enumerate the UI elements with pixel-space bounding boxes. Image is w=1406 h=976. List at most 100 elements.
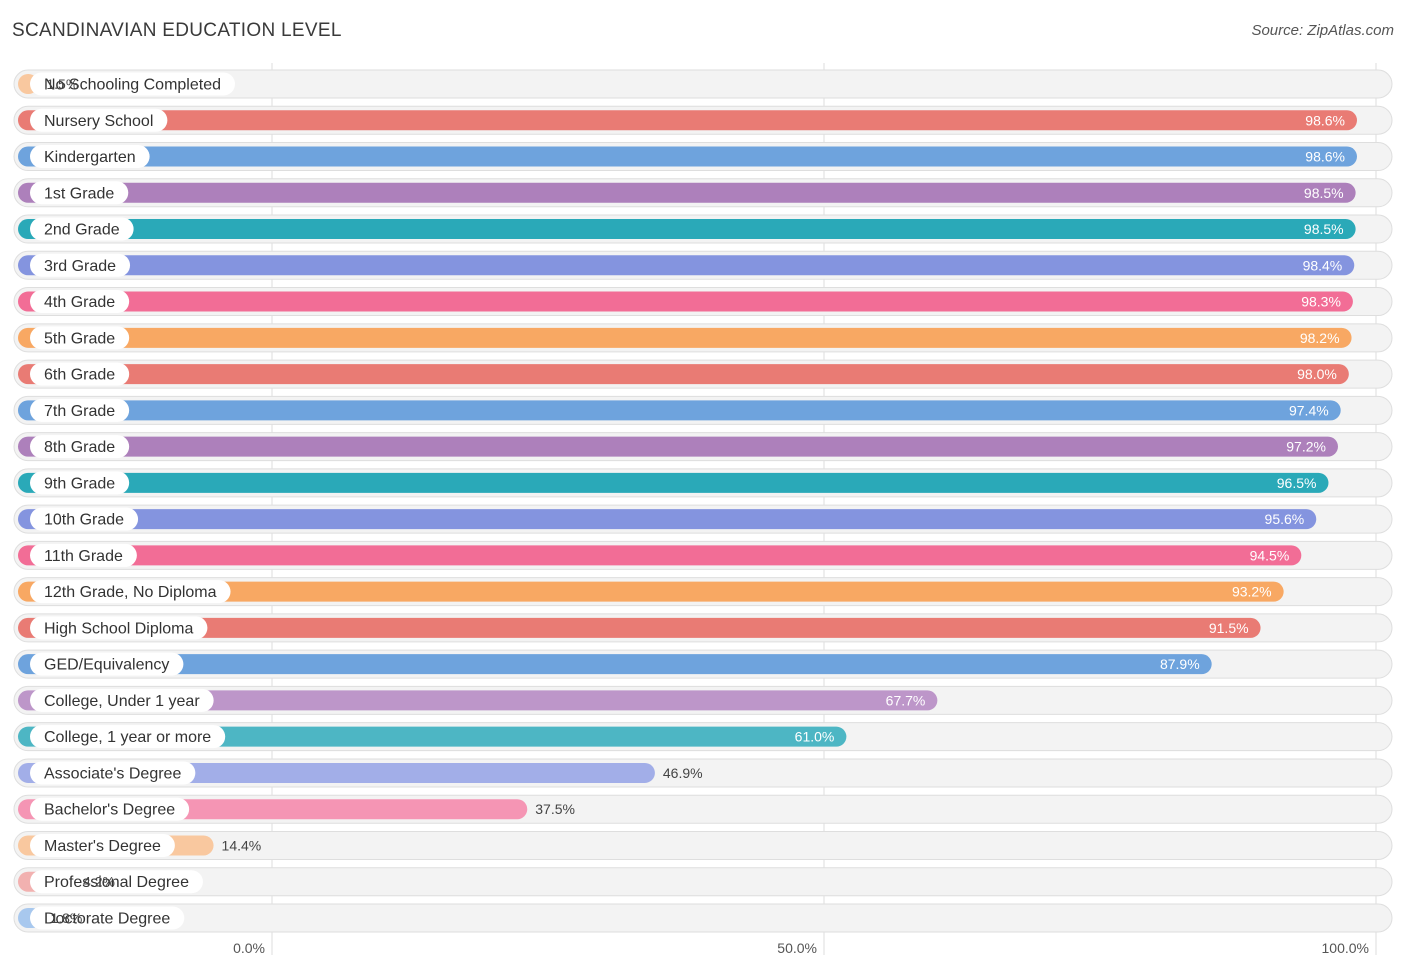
bar	[18, 617, 1261, 638]
category-label: 8th Grade	[44, 439, 115, 456]
category-label-pill	[30, 906, 185, 930]
bar	[18, 219, 1356, 240]
category-label: Doctorate Degree	[44, 910, 170, 927]
bar-track	[13, 830, 1393, 860]
category-label: Bachelor's Degree	[44, 802, 175, 819]
bar-row: 2nd Grade 98.5%	[13, 214, 1393, 244]
category-label-pill	[30, 181, 129, 205]
bar-row: Associate's Degree 46.9%	[13, 758, 1393, 788]
value-label: 91.5%	[1209, 620, 1249, 636]
category-label: Master's Degree	[44, 838, 161, 855]
value-label: 98.5%	[1304, 221, 1344, 237]
category-label: Professional Degree	[44, 874, 189, 891]
category-label-pill	[30, 543, 137, 567]
category-label-pill	[30, 362, 130, 386]
bar-row: 10th Grade 95.6%	[13, 504, 1393, 534]
category-label: High School Diploma	[44, 620, 194, 637]
category-label-pill	[30, 398, 130, 422]
bar	[18, 110, 1357, 131]
category-label-pill	[30, 870, 203, 894]
category-label: GED/Equivalency	[44, 657, 169, 674]
category-label: Kindergarten	[44, 149, 136, 166]
value-label: 97.4%	[1289, 402, 1329, 418]
bar	[18, 545, 1302, 566]
bar-row: 4th Grade 98.3%	[13, 287, 1393, 317]
category-label: 11th Grade	[44, 548, 123, 565]
bar-row: 11th Grade 94.5%	[13, 540, 1393, 570]
bar-row: 9th Grade 96.5%	[13, 468, 1393, 498]
bar	[18, 291, 1353, 312]
category-label-pill	[30, 326, 130, 350]
value-label: 94.5%	[1250, 547, 1290, 563]
category-label-pill	[30, 471, 130, 495]
category-label-pill	[30, 833, 175, 857]
category-label-pill	[30, 290, 130, 314]
bar	[18, 436, 1338, 457]
category-label: 3rd Grade	[44, 258, 116, 275]
category-label-pill	[30, 725, 226, 749]
category-label: 2nd Grade	[44, 222, 120, 239]
x-tick-label: 50.0%	[777, 940, 817, 956]
bar-row: 7th Grade 97.4%	[13, 395, 1393, 425]
bar-row: College, Under 1 year 67.7%	[13, 685, 1393, 715]
bar	[18, 255, 1355, 276]
category-label: Nursery School	[44, 113, 153, 130]
value-label: 1.8%	[50, 910, 82, 926]
value-label: 98.3%	[1301, 294, 1341, 310]
value-label: 96.5%	[1277, 475, 1317, 491]
value-label: 98.5%	[1304, 185, 1344, 201]
bar	[18, 364, 1349, 385]
bar-row: GED/Equivalency 87.9%	[13, 649, 1393, 679]
bar	[18, 690, 938, 711]
bar-row: Nursery School 98.6%	[13, 105, 1393, 135]
category-label-pill	[30, 108, 168, 132]
value-label: 1.5%	[46, 76, 78, 92]
bar-track	[13, 69, 1393, 99]
x-tick-label: 100.0%	[1322, 940, 1369, 956]
value-label: 46.9%	[663, 765, 703, 781]
value-label: 14.4%	[222, 837, 262, 853]
value-label: 93.2%	[1232, 584, 1272, 600]
bar-track	[13, 903, 1393, 933]
category-label-pill	[30, 616, 208, 640]
category-label-pill	[30, 688, 214, 712]
bar-row: 1st Grade 98.5%	[13, 178, 1393, 208]
category-label-pill	[30, 507, 139, 531]
value-label: 98.4%	[1303, 257, 1343, 273]
bar-row: Kindergarten 98.6%	[13, 142, 1393, 172]
bar	[18, 726, 847, 747]
bar-row: 3rd Grade 98.4%	[13, 250, 1393, 280]
category-label: 1st Grade	[44, 185, 114, 202]
x-axis-ticks: 0.0% 50.0% 100.0%	[233, 940, 1369, 956]
bar-row: College, 1 year or more 61.0%	[13, 722, 1393, 752]
bar	[18, 146, 1357, 167]
category-label: 6th Grade	[44, 367, 115, 384]
bar	[18, 581, 1284, 602]
value-label: 87.9%	[1160, 656, 1200, 672]
bar	[18, 182, 1356, 203]
bar	[18, 472, 1329, 493]
value-label: 61.0%	[795, 729, 835, 745]
category-label-pill	[30, 253, 131, 277]
value-label: 98.0%	[1297, 366, 1337, 382]
category-label-pill	[30, 145, 150, 169]
chart-title: SCANDINAVIAN EDUCATION LEVEL	[12, 20, 342, 41]
category-label: College, Under 1 year	[44, 693, 200, 710]
category-label: Associate's Degree	[44, 765, 181, 782]
value-label: 98.6%	[1305, 149, 1345, 165]
value-label: 97.2%	[1286, 439, 1326, 455]
bar	[18, 654, 1212, 675]
category-label-pill	[30, 797, 190, 821]
bar	[18, 400, 1341, 421]
category-label-pill	[30, 435, 130, 459]
bar-track	[13, 867, 1393, 897]
category-label-pill	[30, 217, 134, 241]
category-label-pill	[30, 72, 235, 96]
value-label: 37.5%	[535, 801, 575, 817]
bar-row: 12th Grade, No Diploma 93.2%	[13, 577, 1393, 607]
bar-row: Master's Degree 14.4%	[13, 830, 1393, 860]
